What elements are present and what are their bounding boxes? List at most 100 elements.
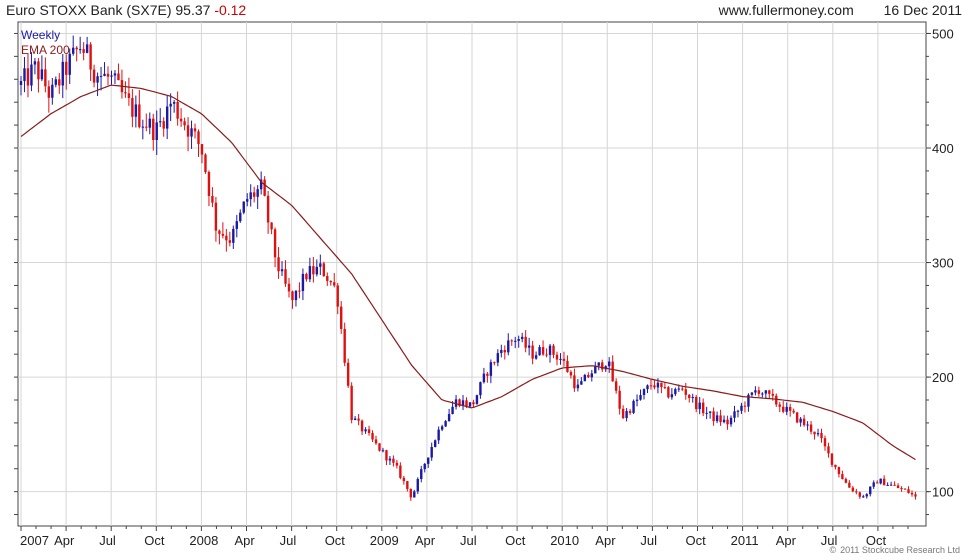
candle-body <box>172 101 176 104</box>
candle-body <box>256 189 259 197</box>
candle-body <box>611 361 614 382</box>
candle-body <box>312 266 315 275</box>
legend: Weekly EMA 200 <box>21 28 70 58</box>
candle-body <box>287 283 291 292</box>
candle-body <box>778 404 781 407</box>
chart-date: 16 Dec 2011 <box>883 2 962 18</box>
x-tick-label: Oct <box>866 533 887 548</box>
candle-body <box>96 76 99 83</box>
candle-body <box>691 396 694 399</box>
candle-body <box>527 345 531 348</box>
candle-body <box>395 462 399 466</box>
candle-body <box>761 393 764 395</box>
candle-body <box>576 384 580 389</box>
grid <box>18 22 926 526</box>
candle-body <box>454 399 458 407</box>
x-tick-label: Oct <box>686 533 707 548</box>
candle-body <box>475 395 479 405</box>
candle-body <box>423 463 426 470</box>
candle-body <box>308 266 312 280</box>
candle-body <box>242 201 245 213</box>
candle-body <box>246 199 249 202</box>
candle-body <box>117 73 120 81</box>
y-tick-label: 300 <box>932 256 954 271</box>
candle-body <box>444 421 447 427</box>
candle-body <box>218 230 221 234</box>
ema-line-group <box>20 84 916 461</box>
candle-body <box>44 69 47 87</box>
candle-body <box>785 406 788 412</box>
candle-body <box>541 347 545 355</box>
candle-body <box>416 479 419 492</box>
candle-body <box>827 446 830 454</box>
candle-body <box>722 419 726 423</box>
x-tick-label: Jul <box>821 533 838 548</box>
candle-body <box>848 482 851 488</box>
candle-body <box>200 144 204 155</box>
candle-body <box>496 353 500 363</box>
candle-body <box>618 390 621 409</box>
candle-body <box>298 290 301 292</box>
candle-body <box>211 195 214 203</box>
candle-body <box>809 424 813 432</box>
candle-body <box>642 389 646 396</box>
candle-body <box>493 362 496 364</box>
candle-body <box>451 406 454 415</box>
candle-body <box>768 390 771 394</box>
candle-body <box>548 345 552 355</box>
last-price: 95.37 <box>175 2 211 18</box>
candle-body <box>653 385 656 388</box>
site-link[interactable]: www.fullermoney.com <box>718 2 854 18</box>
candle-body <box>319 263 322 267</box>
x-tick-label: Apr <box>235 533 256 548</box>
candle-body <box>733 411 736 418</box>
candle-body <box>141 126 145 128</box>
candle-body <box>152 118 155 140</box>
candle-body <box>99 75 103 77</box>
candle-body <box>646 385 649 390</box>
candle-body <box>82 49 85 53</box>
candle-body <box>266 195 270 223</box>
candle-body <box>534 355 538 359</box>
candle-body <box>33 61 37 65</box>
candle-body <box>326 276 329 281</box>
candle-body <box>740 405 743 411</box>
candle-body <box>806 424 809 426</box>
candle-body <box>688 394 691 399</box>
candle-body <box>583 374 587 382</box>
candle-body <box>113 73 117 76</box>
candle-body <box>719 415 722 423</box>
candle-body <box>58 79 61 86</box>
chart-header-right: www.fullermoney.com 16 Dec 2011 <box>719 2 962 18</box>
candle-body <box>461 400 465 406</box>
legend-weekly: Weekly <box>21 28 61 42</box>
x-tick-label: 2009 <box>370 533 399 548</box>
candle-body <box>40 69 44 80</box>
candle-body <box>399 465 402 478</box>
candle-body <box>465 400 468 407</box>
x-tick-label: Apr <box>415 533 436 548</box>
candle-body <box>284 269 287 284</box>
candle-body <box>26 68 30 86</box>
candle-body <box>834 464 837 468</box>
candle-body <box>273 229 277 258</box>
candle-body <box>235 221 238 229</box>
candle-body <box>54 79 58 85</box>
candle-body <box>85 44 89 53</box>
candle-body <box>559 358 562 360</box>
candle-body <box>249 192 252 200</box>
candle-body <box>520 336 524 340</box>
candle-body <box>388 458 392 461</box>
candle-body <box>896 485 900 489</box>
candle-body <box>701 402 705 414</box>
x-tick-label: Oct <box>144 533 165 548</box>
candle-body <box>614 381 618 391</box>
candle-body <box>479 382 482 396</box>
candle-body <box>30 64 33 86</box>
candle-body <box>726 419 729 425</box>
y-tick-label: 500 <box>932 26 954 41</box>
candle-body <box>89 44 92 70</box>
candle-body <box>221 233 225 236</box>
candle-body <box>280 269 284 272</box>
candle-body <box>127 93 131 99</box>
